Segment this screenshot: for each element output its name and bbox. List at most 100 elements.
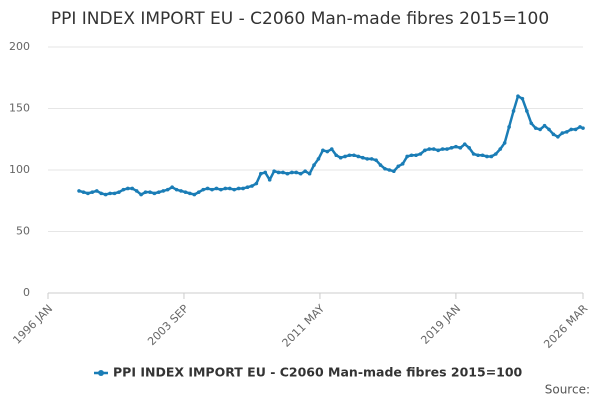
point [86, 191, 90, 196]
point [312, 163, 316, 167]
point [94, 189, 99, 193]
point [581, 126, 585, 130]
point [458, 146, 463, 150]
point [507, 125, 511, 129]
point [449, 146, 454, 150]
point [285, 171, 290, 176]
point [188, 191, 192, 196]
point [108, 191, 112, 196]
point [578, 125, 582, 129]
point [152, 191, 157, 196]
point [383, 166, 387, 171]
point [165, 187, 170, 192]
point [378, 163, 383, 167]
point [329, 147, 334, 151]
point [418, 152, 423, 156]
point [431, 147, 436, 151]
point [520, 96, 525, 101]
point [196, 190, 201, 194]
point [365, 157, 370, 161]
point [232, 187, 237, 192]
point [392, 169, 396, 174]
point [374, 158, 378, 162]
point [130, 186, 135, 191]
point [263, 170, 268, 175]
point [414, 153, 418, 158]
point [369, 157, 374, 161]
point [516, 94, 520, 98]
point [538, 127, 542, 132]
point [276, 170, 281, 175]
point [179, 189, 183, 193]
point [99, 191, 104, 196]
point [290, 170, 294, 175]
point [174, 187, 179, 192]
point [556, 134, 560, 139]
point [471, 152, 476, 156]
point [294, 170, 299, 175]
y-tick-label: 50 [16, 225, 30, 238]
point [360, 155, 365, 160]
point [117, 190, 121, 194]
point [183, 190, 188, 194]
point [343, 154, 347, 159]
x-tick-label: 1996 JAN [10, 302, 55, 347]
point [542, 123, 547, 128]
point [498, 147, 503, 151]
point [529, 121, 534, 126]
point [405, 154, 409, 159]
point [387, 168, 392, 172]
point [533, 126, 538, 130]
point [192, 192, 197, 197]
point [157, 190, 161, 194]
point [316, 157, 321, 161]
point [476, 153, 480, 158]
point [427, 147, 432, 151]
y-tick-label: 100 [9, 163, 30, 176]
legend-label: PPI INDEX IMPORT EU - C2060 Man-made fib… [113, 365, 523, 380]
point [467, 146, 472, 150]
point [409, 153, 414, 158]
point [223, 186, 228, 191]
point [454, 144, 458, 149]
point [134, 189, 139, 193]
point [511, 109, 516, 113]
point [143, 190, 148, 194]
point [272, 169, 276, 174]
point [205, 186, 210, 191]
point [77, 189, 81, 193]
point [254, 181, 259, 186]
point [423, 148, 427, 153]
point [400, 162, 405, 166]
legend-marker [98, 370, 104, 376]
point [396, 164, 401, 169]
point [112, 191, 117, 196]
series-line [78, 94, 584, 196]
x-tick-label: 2019 JAN [418, 302, 463, 347]
point [564, 130, 569, 134]
point [148, 190, 152, 194]
point [241, 186, 245, 191]
point [219, 187, 223, 192]
x-tick-label: 2011 MAY [280, 302, 328, 350]
point [436, 148, 440, 153]
point [307, 171, 312, 176]
point [121, 187, 126, 192]
chart-title: PPI INDEX IMPORT EU - C2060 Man-made fib… [51, 9, 549, 29]
point [161, 189, 166, 193]
point [485, 154, 489, 159]
point [525, 109, 529, 113]
x-tick-label: 2003 SEP [145, 302, 191, 348]
point [352, 153, 356, 158]
source: Source: [545, 383, 590, 397]
point [170, 185, 174, 190]
point [126, 186, 130, 191]
point [303, 169, 307, 174]
point [214, 186, 219, 191]
x-tick-label: 2026 MAR [541, 302, 590, 351]
point [440, 147, 445, 151]
point [298, 171, 303, 176]
point [462, 142, 467, 146]
y-tick-label: 200 [9, 40, 30, 53]
